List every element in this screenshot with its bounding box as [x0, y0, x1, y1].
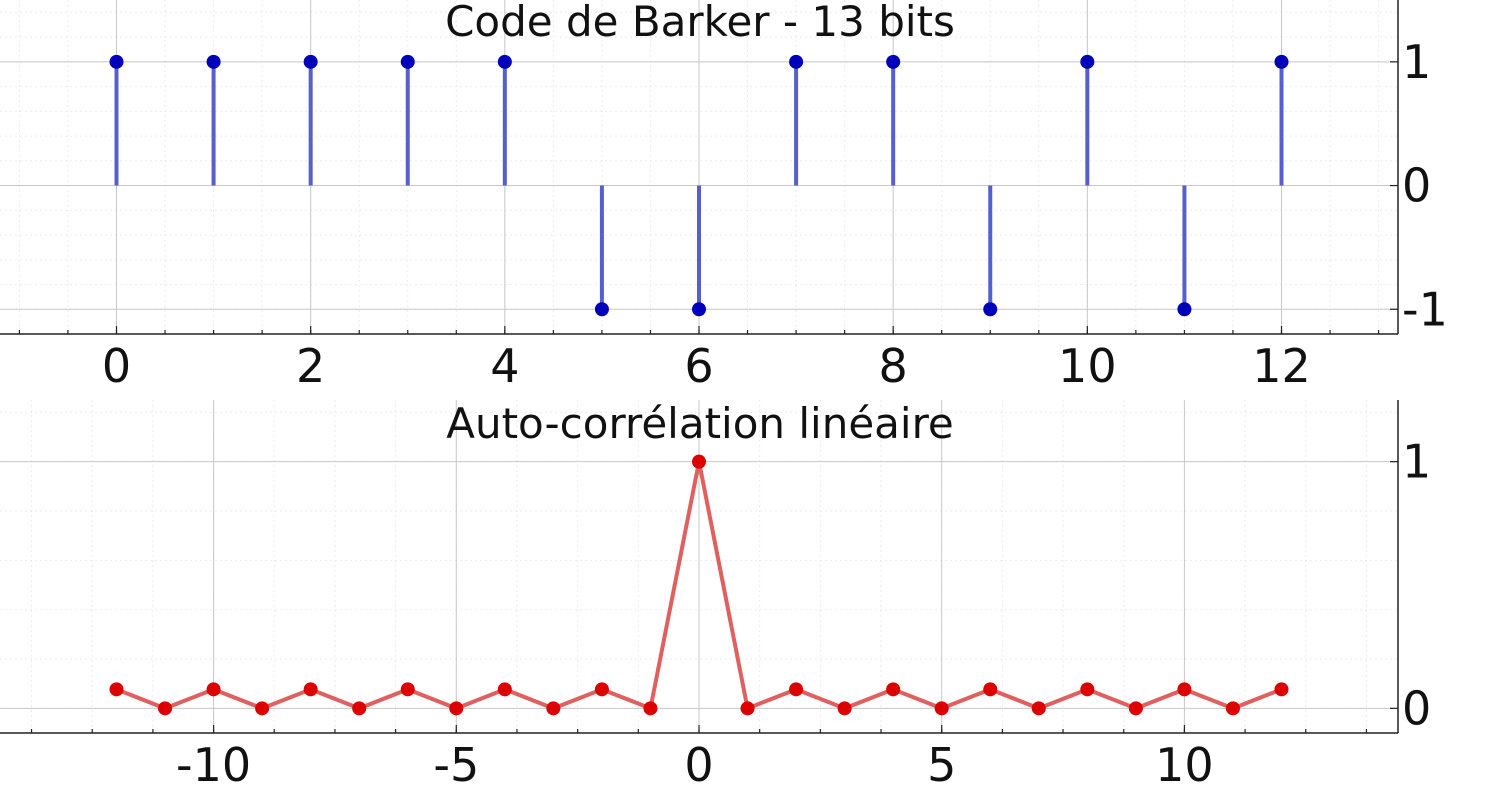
- autocorrelation-point: [740, 701, 755, 716]
- autocorrelation-chart-title: Auto-corrélation linéaire: [446, 399, 954, 448]
- autocorrelation-point: [497, 682, 512, 697]
- autocorrelation-point: [1225, 701, 1240, 716]
- x-tick-label: 0: [684, 738, 713, 792]
- autocorrelation-point: [886, 682, 901, 697]
- autocorrelation-point: [692, 454, 706, 469]
- autocorrelation-point: [789, 682, 804, 697]
- y-tick-label: 1: [1402, 435, 1431, 489]
- stem-marker: [692, 302, 706, 317]
- x-tick-label: 5: [927, 738, 956, 792]
- autocorrelation-point: [1031, 701, 1046, 716]
- autocorrelation-point: [1128, 701, 1143, 716]
- barker-stems: [109, 54, 1289, 317]
- stem-marker: [206, 54, 221, 69]
- x-tick-label: 10: [1058, 339, 1117, 393]
- stem-marker: [1177, 302, 1192, 317]
- barker-axes: [0, 0, 1399, 335]
- autocorrelation-point: [837, 701, 852, 716]
- x-tick-label: -5: [433, 738, 479, 792]
- stem-marker: [303, 54, 318, 69]
- autocorrelation-point: [255, 701, 270, 716]
- autocorrelation-point: [206, 682, 221, 697]
- stem-marker: [983, 302, 998, 317]
- x-tick-label: 4: [490, 339, 519, 393]
- x-tick-label: 10: [1155, 738, 1214, 792]
- autocorrelation-point: [1080, 682, 1095, 697]
- y-tick-label: 1: [1402, 35, 1431, 89]
- stem-marker: [1274, 54, 1289, 69]
- stem-marker: [789, 54, 804, 69]
- x-tick-label: -10: [176, 738, 251, 792]
- x-tick-label: 8: [879, 339, 908, 393]
- autocorrelation-point: [449, 701, 464, 716]
- stem-marker: [109, 54, 124, 69]
- stem-marker: [594, 302, 609, 317]
- x-tick-label: 6: [684, 339, 713, 393]
- autocorrelation-point: [934, 701, 949, 716]
- autocorrelation-point: [1177, 682, 1192, 697]
- autocorrelation-grid: [0, 400, 1398, 733]
- autocorrelation-point: [400, 682, 415, 697]
- stem-marker: [400, 54, 415, 69]
- autocorrelation-point: [594, 682, 609, 697]
- barker-chart-title: Code de Barker - 13 bits: [445, 0, 955, 46]
- autocorrelation-point: [352, 701, 367, 716]
- y-tick-label: -1: [1402, 282, 1448, 336]
- x-tick-label: 2: [296, 339, 325, 393]
- y-tick-label: 0: [1402, 681, 1431, 735]
- autocorrelation-point: [546, 701, 561, 716]
- autocorrelation-point: [109, 682, 124, 697]
- autocorrelation-axes: [0, 400, 1399, 734]
- autocorrelation-point: [643, 701, 658, 716]
- x-tick-label: 12: [1252, 339, 1311, 393]
- y-tick-label: 0: [1402, 159, 1431, 213]
- stem-marker: [1080, 54, 1095, 69]
- stem-marker: [886, 54, 901, 69]
- stem-marker: [497, 54, 512, 69]
- autocorrelation-point: [983, 682, 998, 697]
- autocorrelation-line: [109, 454, 1289, 716]
- autocorrelation-point: [158, 701, 173, 716]
- autocorrelation-point: [1274, 682, 1289, 697]
- autocorrelation-point: [303, 682, 318, 697]
- x-tick-label: 0: [102, 339, 131, 393]
